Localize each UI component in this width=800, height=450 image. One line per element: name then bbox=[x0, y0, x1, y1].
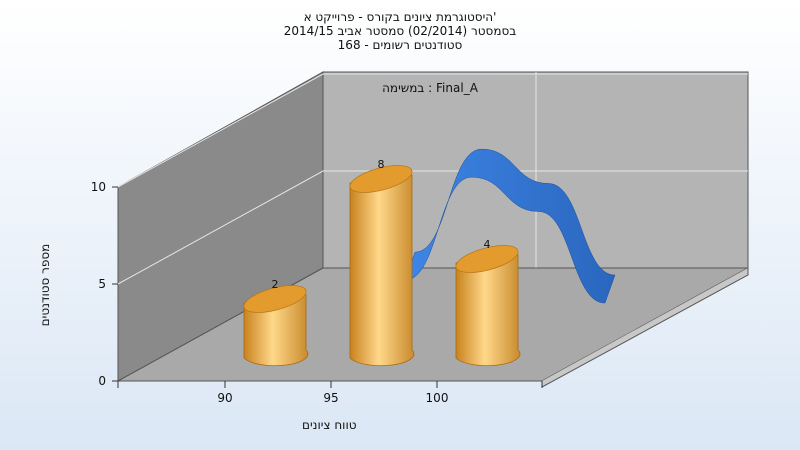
bar-top bbox=[349, 165, 413, 193]
chart-subtitle-students: סטודנטים רשומים - 168 bbox=[337, 38, 463, 52]
bar-90: 2 bbox=[243, 278, 309, 367]
x-tick-label: 95 bbox=[323, 391, 338, 405]
chart-subtitle-semester: בסמסטר (02/2014) סמסטר אביב 2014/15 bbox=[283, 24, 517, 38]
bar-top bbox=[455, 245, 519, 273]
bar-100: 4 bbox=[455, 238, 521, 367]
bar-data-label: 2 bbox=[272, 278, 279, 291]
bar-95: 8 bbox=[349, 158, 415, 367]
chart-title: היסטוגרמת ציונים בקורס - פרוייקט א' bbox=[303, 10, 497, 24]
y-tick-label: 5 bbox=[98, 277, 106, 291]
distribution-curve bbox=[404, 148, 616, 304]
bar-data-label: 4 bbox=[484, 238, 491, 251]
bar-top bbox=[243, 285, 307, 313]
annotation-label: במשימה : Final_A bbox=[382, 81, 479, 95]
bar-body bbox=[349, 174, 415, 367]
gridline-y-1 bbox=[117, 170, 748, 285]
bar-data-label: 8 bbox=[378, 158, 385, 171]
x-axis-label: טווח ציונים bbox=[302, 418, 357, 432]
y-axis-label: מספר סטודנטים bbox=[38, 243, 52, 327]
x-tick-label: 100 bbox=[426, 391, 449, 405]
y-tick-label: 0 bbox=[98, 374, 106, 388]
bar-body bbox=[455, 254, 521, 367]
gridline-y-2 bbox=[117, 73, 748, 188]
y-tick-label: 10 bbox=[91, 180, 106, 194]
x-tick-label: 90 bbox=[217, 391, 232, 405]
